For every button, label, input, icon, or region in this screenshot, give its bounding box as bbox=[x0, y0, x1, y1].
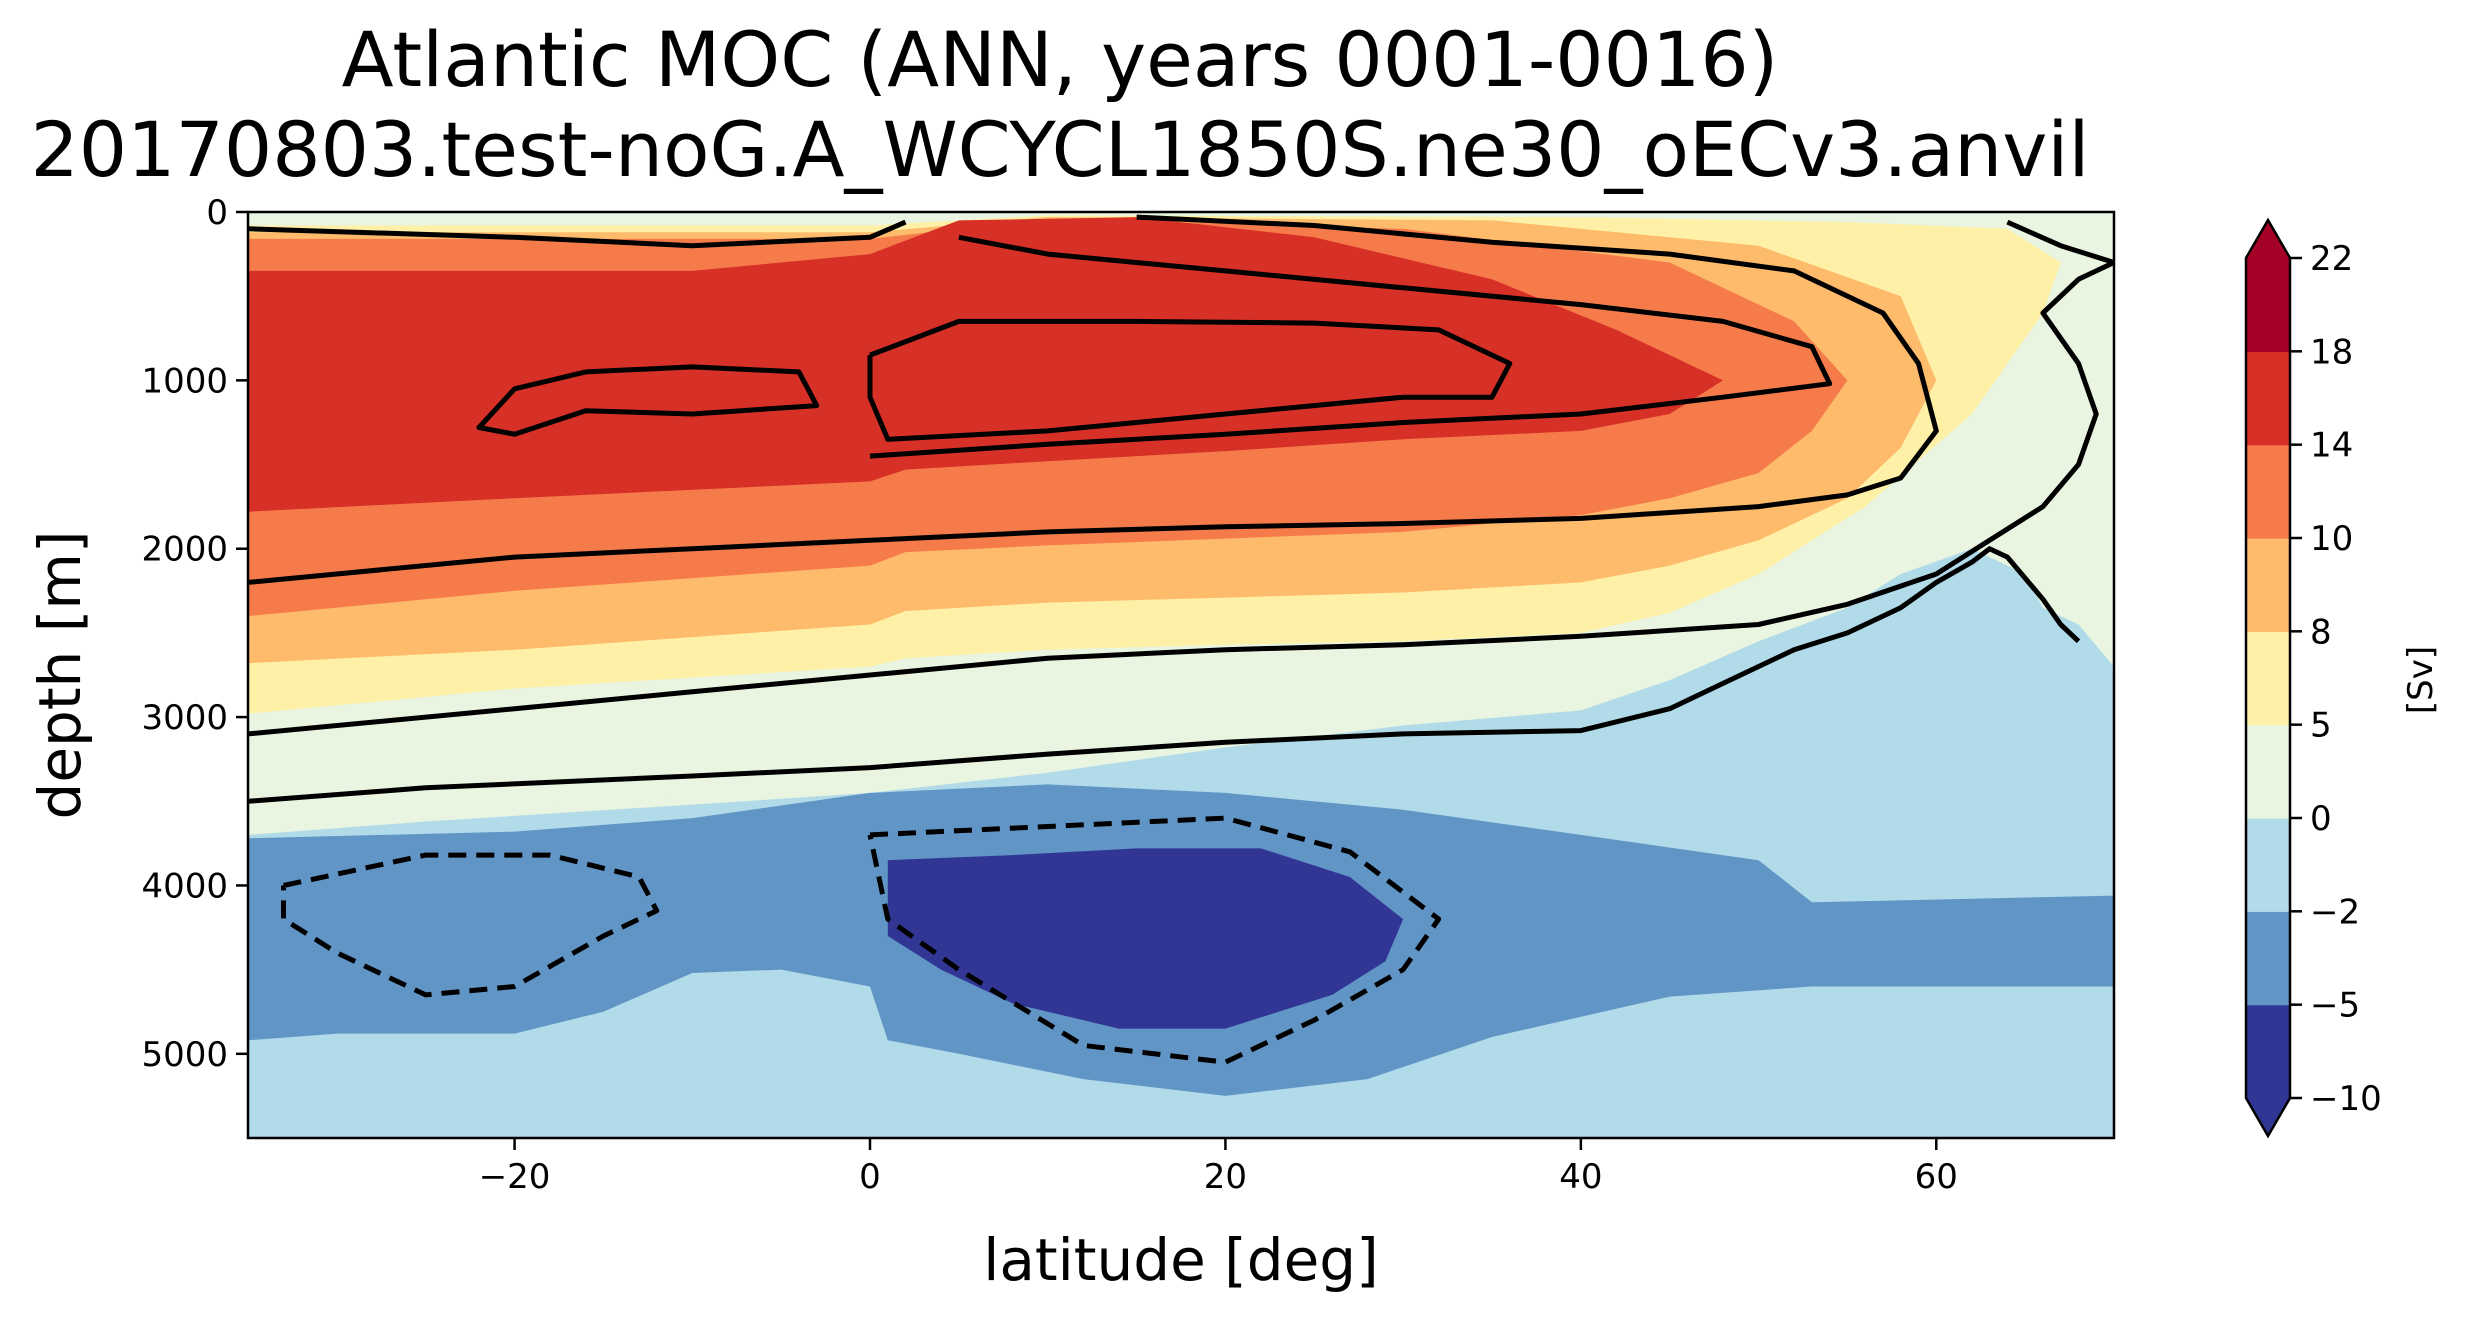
plot-area bbox=[248, 212, 2114, 1138]
axes: −20 0 20 40 60 0 1000 2000 3000 4000 5000 bbox=[141, 193, 2116, 1197]
region-pos-14-18 bbox=[248, 217, 1723, 512]
x-tick-label: 40 bbox=[1559, 1157, 1602, 1197]
y-tick-label: 5000 bbox=[141, 1035, 228, 1075]
colorbar-tick-label: 14 bbox=[2310, 426, 2353, 466]
y-axis-label: depth [m] bbox=[26, 530, 94, 819]
colorbar-segment bbox=[2246, 724, 2290, 819]
axes-frame bbox=[246, 210, 2116, 1140]
contour-c-0 bbox=[248, 546, 2081, 804]
colorbar-segment bbox=[2246, 911, 2290, 1006]
colorbar-tick-label: 0 bbox=[2310, 799, 2332, 839]
x-tick-label: −20 bbox=[479, 1157, 551, 1197]
colorbar-tick-label: 18 bbox=[2310, 332, 2353, 372]
contour-c-5 bbox=[248, 219, 2114, 737]
y-tick-label: 1000 bbox=[141, 361, 228, 401]
colorbar-tick-label: −2 bbox=[2310, 892, 2360, 932]
x-tick-label: 20 bbox=[1204, 1157, 1247, 1197]
y-tick-label: 3000 bbox=[141, 698, 228, 738]
colorbar-segment bbox=[2246, 258, 2290, 352]
colorbar-segment bbox=[2246, 538, 2290, 632]
chart-title: Atlantic MOC (ANN, years 0001-0016) bbox=[341, 15, 1779, 104]
colorbar-tick-label: −5 bbox=[2310, 986, 2360, 1026]
x-axis-label: latitude [deg] bbox=[983, 1226, 1379, 1294]
y-tick-label: 0 bbox=[206, 193, 228, 233]
chart-subtitle: 20170803.test-noG.A_WCYCL1850S.ne30_oECv… bbox=[30, 105, 2090, 194]
colorbar-segment bbox=[2246, 631, 2290, 726]
colorbar-tick-label: −10 bbox=[2310, 1079, 2382, 1119]
region-neg-5-10 bbox=[887, 848, 1404, 1029]
colorbar-tick-label: 10 bbox=[2310, 519, 2353, 559]
y-tick-label: 2000 bbox=[141, 530, 228, 570]
colorbar-extend-min bbox=[2246, 1098, 2290, 1136]
x-tick-label: 60 bbox=[1915, 1157, 1958, 1197]
colorbar-tick-label: 22 bbox=[2310, 239, 2353, 279]
colorbar-segment bbox=[2246, 1004, 2290, 1099]
colorbar-segment bbox=[2246, 351, 2290, 446]
contour-c-neg2-left bbox=[281, 852, 660, 998]
colorbar-segment bbox=[2246, 444, 2290, 539]
colorbar-tick-label: 5 bbox=[2310, 706, 2332, 746]
y-tick-label: 4000 bbox=[141, 866, 228, 906]
colorbar-segment bbox=[2246, 818, 2290, 912]
x-tick-label: 0 bbox=[859, 1157, 881, 1197]
contour-c-16b bbox=[867, 318, 1513, 442]
colorbar-extend-max bbox=[2246, 220, 2290, 258]
contour-c-14 bbox=[869, 234, 1833, 459]
colorbar-tick-label: 8 bbox=[2310, 612, 2332, 652]
contour-c-16a bbox=[476, 364, 820, 437]
colorbar-label: [Sv] bbox=[2401, 646, 2441, 714]
contour-c-10 bbox=[248, 214, 1939, 585]
colorbar: −10 −5 −2 0 5 8 10 14 18 22 bbox=[2244, 217, 2382, 1139]
contour-c-10-top bbox=[248, 219, 907, 249]
contour-c-neg2-mid bbox=[867, 815, 1442, 1065]
